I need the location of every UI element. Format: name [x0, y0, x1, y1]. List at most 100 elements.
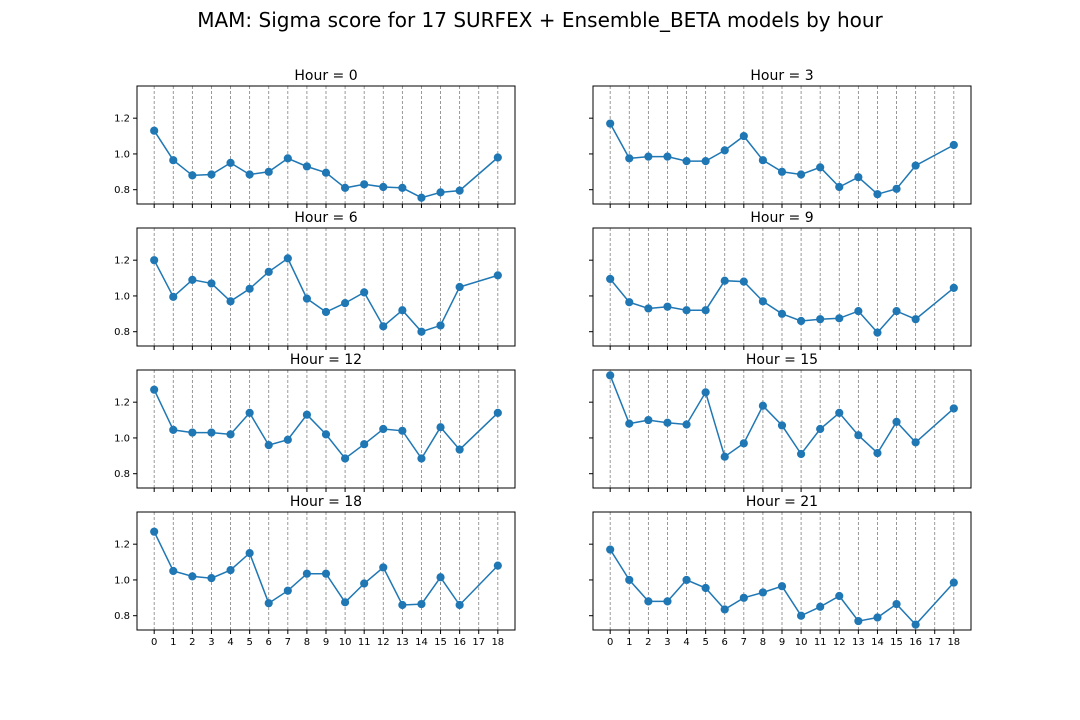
- data-point: [816, 163, 825, 172]
- data-point: [493, 153, 502, 162]
- data-point: [207, 574, 216, 583]
- data-point: [835, 314, 844, 323]
- data-point: [758, 401, 768, 410]
- data-point: [816, 602, 825, 611]
- y-tick-label: 1.0: [114, 291, 130, 302]
- x-tick-label: 11: [814, 637, 827, 648]
- data-point: [739, 131, 748, 141]
- x-tick-label: 16: [909, 637, 922, 648]
- data-point: [625, 575, 634, 585]
- data-point: [873, 449, 882, 458]
- subplot-title: Hour = 0: [294, 68, 357, 84]
- data-point: [360, 440, 369, 449]
- data-point: [758, 588, 768, 597]
- data-point: [169, 156, 178, 165]
- data-point: [949, 140, 958, 150]
- data-point: [777, 309, 787, 318]
- x-tick-label: 12: [833, 637, 846, 648]
- data-point: [283, 435, 292, 444]
- data-point: [720, 605, 729, 614]
- data-point: [701, 583, 710, 593]
- data-point: [245, 408, 254, 418]
- y-tick-label: 0.8: [114, 327, 130, 338]
- data-point: [264, 167, 273, 176]
- y-tick-label: 0.8: [114, 185, 130, 196]
- data-point: [264, 599, 273, 608]
- data-point: [302, 410, 312, 419]
- data-point: [720, 276, 729, 285]
- x-tick-label: 17: [928, 637, 941, 648]
- data-point: [663, 597, 672, 606]
- y-tick-label: 1.0: [114, 149, 130, 160]
- data-point: [207, 279, 216, 288]
- data-point: [398, 183, 407, 193]
- subplot-hour-15: Hour = 15: [589, 352, 972, 492]
- y-tick-label: 1.2: [114, 114, 130, 125]
- data-point: [911, 620, 920, 629]
- data-point: [150, 527, 159, 536]
- data-point: [625, 154, 634, 163]
- data-point: [321, 569, 331, 578]
- data-point: [739, 439, 748, 448]
- data-point: [379, 182, 388, 192]
- data-point: [854, 307, 863, 316]
- data-point: [455, 445, 464, 454]
- x-tick-label: 6: [722, 637, 728, 648]
- subplot-hour-0: Hour = 0 0.8 1.0 1.2: [114, 68, 516, 208]
- data-point: [283, 586, 292, 595]
- data-point: [682, 306, 691, 315]
- data-point: [493, 408, 502, 418]
- data-point: [340, 298, 350, 308]
- data-point: [606, 545, 615, 554]
- data-point: [379, 424, 388, 434]
- data-point: [188, 275, 197, 284]
- subplot-title: Hour = 21: [746, 494, 818, 510]
- y-tick-label: 1.2: [114, 398, 130, 409]
- x-tick-label: 2: [189, 637, 195, 648]
- y-tick-label: 0.8: [114, 611, 130, 622]
- x-tick-label: 14: [415, 637, 428, 648]
- data-point: [682, 575, 691, 585]
- y-tick-label: 1.2: [114, 256, 130, 267]
- data-point: [226, 430, 235, 439]
- data-point: [455, 600, 464, 610]
- data-point: [455, 282, 464, 292]
- data-point: [682, 156, 691, 166]
- data-point: [150, 385, 159, 394]
- data-point: [720, 452, 729, 461]
- data-point: [493, 271, 502, 280]
- data-point: [949, 283, 958, 292]
- data-point: [873, 328, 882, 337]
- data-point: [796, 170, 806, 179]
- x-tick-label: 15: [434, 637, 447, 648]
- x-tick-label: 15: [890, 637, 903, 648]
- data-point: [663, 152, 672, 161]
- data-point: [207, 170, 216, 179]
- x-tick-label: 17: [472, 637, 485, 648]
- data-point: [150, 256, 159, 265]
- data-point: [949, 578, 958, 587]
- x-tick-label: 18: [947, 637, 960, 648]
- x-tick-label: 13: [396, 637, 409, 648]
- subplot-title: Hour = 9: [750, 210, 813, 226]
- subplot-title: Hour = 18: [290, 494, 362, 510]
- data-point: [302, 569, 312, 578]
- data-point: [283, 254, 292, 263]
- data-point: [892, 417, 901, 426]
- data-point: [169, 292, 178, 301]
- data-point: [436, 423, 445, 432]
- data-point: [340, 183, 350, 193]
- data-point: [606, 274, 615, 284]
- x-tick-label: 1: [170, 637, 176, 648]
- data-point: [911, 161, 920, 170]
- subplot-hour-9: Hour = 9: [589, 210, 972, 350]
- x-tick-label: 0: [151, 637, 157, 648]
- data-point: [796, 611, 806, 620]
- data-point: [321, 168, 331, 177]
- data-point: [873, 190, 882, 199]
- subplot-hour-18: Hour = 180.81.01.20 1 2 3 4 5 6 7 8 9 10 11 12 13 14 15…: [114, 494, 516, 648]
- subplot-title: Hour = 3: [750, 68, 813, 84]
- x-tick-label: 9: [779, 637, 785, 648]
- x-tick-label: 6: [266, 637, 272, 648]
